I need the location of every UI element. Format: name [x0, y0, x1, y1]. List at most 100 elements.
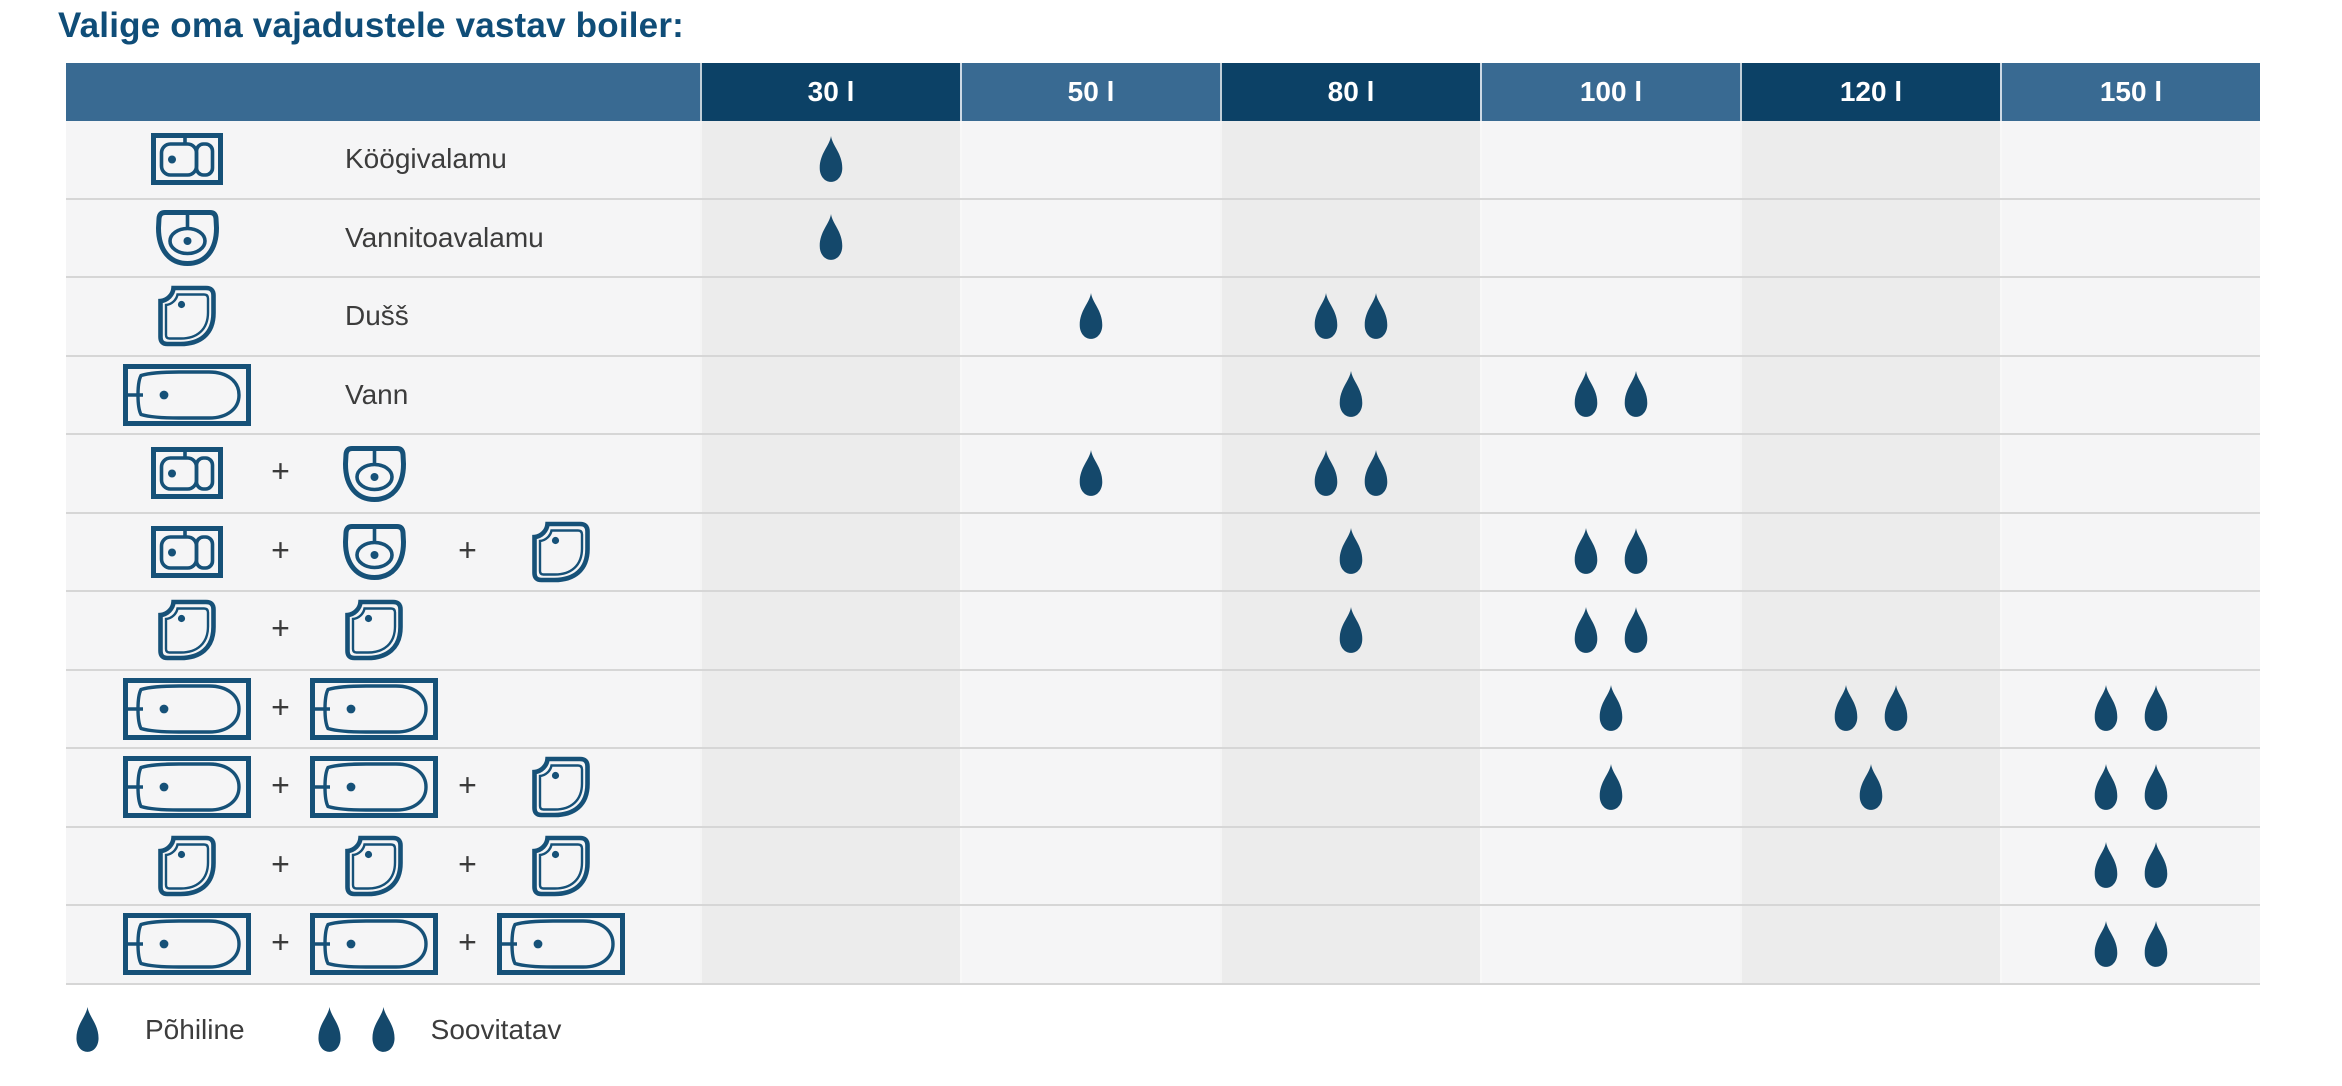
capacity-cell [1220, 670, 1480, 747]
washbasin-icon [342, 524, 406, 581]
drop-icon [1574, 371, 1598, 418]
drop-icon [1624, 371, 1648, 418]
washbasin-icon [342, 445, 406, 502]
capacity-cell [700, 749, 960, 826]
plus-separator: + [458, 924, 477, 961]
capacity-cell [1740, 278, 2000, 355]
legend-label-recommended: Soovitatav [430, 1014, 562, 1045]
drop-icon [1364, 292, 1388, 339]
row-label: Vann [345, 378, 409, 410]
column-header-30l: 30 l [700, 63, 960, 121]
capacity-cell [960, 906, 1220, 983]
capacity-cell [960, 278, 1220, 355]
table-row: Vannitoavalamu [66, 199, 2260, 278]
column-header-50l: 50 l [960, 63, 1220, 121]
capacity-cell [2000, 435, 2260, 512]
capacity-cell [700, 827, 960, 904]
capacity-cell [2000, 670, 2260, 747]
legend-double-drop-icon [315, 1007, 398, 1053]
bathtub-icon [123, 677, 251, 740]
table-row: + + [66, 906, 2260, 985]
fixture-cell: + [66, 670, 700, 747]
fixture-slot [310, 599, 438, 661]
capacity-cell [1220, 592, 1480, 669]
capacity-cell [1480, 670, 1740, 747]
capacity-cell [1480, 749, 1740, 826]
drop-icon [1624, 528, 1648, 575]
bathtub-icon [123, 756, 251, 819]
drop-icon [1339, 528, 1363, 575]
table-row: Vann [66, 356, 2260, 435]
capacity-cell [960, 749, 1220, 826]
legend-label-primary: Põhiline [145, 1014, 245, 1045]
capacity-cell [700, 199, 960, 276]
shower-icon [158, 599, 216, 661]
capacity-cell [2000, 592, 2260, 669]
drop-icon [2094, 685, 2118, 732]
fixture-slot [497, 913, 625, 976]
capacity-cell [700, 906, 960, 983]
fixture-slot [123, 599, 251, 661]
drop-icon [1339, 371, 1363, 418]
fixture-slot [123, 285, 251, 347]
bathtub-icon [310, 677, 438, 740]
bathtub-icon [497, 913, 625, 976]
drop-icon [1884, 685, 1908, 732]
capacity-cell [700, 670, 960, 747]
drop-icon [819, 135, 843, 182]
shower-icon [532, 756, 590, 818]
capacity-cell [2000, 121, 2260, 198]
capacity-cell [700, 513, 960, 590]
fixture-cell: + [66, 592, 700, 669]
plus-separator: + [271, 688, 290, 725]
drop-icon [1859, 763, 1883, 810]
shower-icon [345, 599, 403, 661]
fixture-slot [310, 522, 438, 581]
capacity-cell [1480, 121, 1740, 198]
legend-single-drop-icon [73, 1007, 102, 1053]
shower-icon [158, 285, 216, 347]
column-header-80l: 80 l [1220, 63, 1480, 121]
table-row: + + [66, 513, 2260, 592]
drop-icon [1624, 606, 1648, 653]
capacity-cell [1220, 199, 1480, 276]
fixture-slot [310, 444, 438, 503]
capacity-cell [1740, 906, 2000, 983]
capacity-cell [2000, 199, 2260, 276]
fixture-slot [123, 208, 251, 267]
capacity-cell [1740, 199, 2000, 276]
drop-icon [1339, 606, 1363, 653]
drop-icon [1364, 449, 1388, 496]
drop-icon [1834, 685, 1858, 732]
capacity-cell [1740, 121, 2000, 198]
drop-icon [819, 214, 843, 261]
capacity-cell [2000, 827, 2260, 904]
capacity-cell [1480, 592, 1740, 669]
table-row: + + [66, 749, 2260, 828]
capacity-cell [1480, 278, 1740, 355]
fixture-cell: Vannitoavalamu [66, 199, 700, 276]
column-header-120l: 120 l [1740, 63, 2000, 121]
capacity-cell [960, 513, 1220, 590]
capacity-cell [1220, 513, 1480, 590]
capacity-cell [1740, 435, 2000, 512]
shower-icon [158, 835, 216, 897]
capacity-cell [700, 278, 960, 355]
capacity-cell [1740, 356, 2000, 433]
capacity-cell [1740, 592, 2000, 669]
table-body: Köögivalamu Vannitoavalamu Dušš Vann + [66, 121, 2260, 985]
drop-icon [2094, 763, 2118, 810]
capacity-cell [2000, 749, 2260, 826]
table-row: + [66, 435, 2260, 514]
fixture-slot [310, 913, 438, 976]
drop-icon [2094, 842, 2118, 889]
fixture-slot [123, 363, 251, 426]
capacity-cell [1220, 827, 1480, 904]
table-row: + [66, 592, 2260, 671]
plus-separator: + [271, 767, 290, 804]
fixture-cell: Köögivalamu [66, 121, 700, 198]
capacity-cell [960, 199, 1220, 276]
kitchen-sink-icon [151, 447, 223, 500]
fixture-cell: + + [66, 513, 700, 590]
drop-icon [1599, 763, 1623, 810]
